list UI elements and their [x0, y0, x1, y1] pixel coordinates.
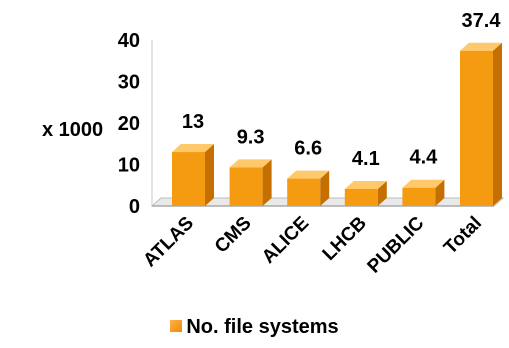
bar — [402, 179, 445, 206]
bar-side — [435, 179, 445, 206]
y-tick-label: 40 — [118, 30, 140, 52]
data-label: 37.4 — [462, 10, 502, 32]
legend: No. file systems — [0, 316, 509, 339]
bar — [344, 180, 387, 206]
y-tick-label: 0 — [129, 196, 140, 218]
legend-swatch — [170, 320, 183, 332]
data-label: 13 — [182, 111, 204, 133]
y-tick-label: 20 — [118, 113, 140, 135]
bar — [460, 42, 502, 206]
bar-front — [402, 187, 436, 206]
y-axis: 0 10 20 30 40 — [118, 30, 140, 218]
y-tick-label: 10 — [118, 155, 140, 177]
data-label: 4.1 — [352, 148, 380, 170]
bar — [287, 170, 330, 206]
x-tick-label: CMS — [211, 213, 256, 258]
bar-side — [493, 42, 502, 206]
data-labels: 13 9.3 6.6 4.1 4.4 37.4 — [182, 10, 501, 170]
bar-top — [344, 180, 387, 189]
data-label: 9.3 — [237, 126, 265, 148]
bar-side — [320, 170, 330, 206]
bar-front — [287, 178, 321, 206]
bar-top — [172, 144, 214, 153]
data-label: 4.4 — [409, 147, 438, 169]
bar-front — [460, 50, 493, 206]
bar — [172, 144, 214, 206]
x-tick-label: ATLAS — [139, 213, 198, 272]
bar-side — [377, 180, 387, 206]
x-tick-label: ALICE — [258, 213, 313, 268]
bar-top — [229, 159, 272, 168]
bar-top — [402, 179, 445, 188]
bar-side — [262, 159, 272, 206]
bars — [172, 42, 502, 206]
x-tick-label: LHCB — [319, 213, 371, 265]
bar-side — [205, 144, 214, 206]
bar-front — [229, 167, 263, 206]
y-axis-label: x 1000 — [42, 119, 103, 141]
bar-top — [460, 42, 502, 51]
legend-label: No. file systems — [186, 316, 339, 338]
bar — [229, 159, 272, 206]
bar-top — [287, 170, 330, 179]
bar-front — [344, 188, 378, 206]
data-label: 6.6 — [294, 138, 322, 160]
y-tick-label: 30 — [118, 72, 140, 94]
bar-front — [172, 152, 205, 206]
x-tick-label: PUBLIC — [364, 212, 429, 277]
x-tick-label: Total — [440, 213, 486, 259]
